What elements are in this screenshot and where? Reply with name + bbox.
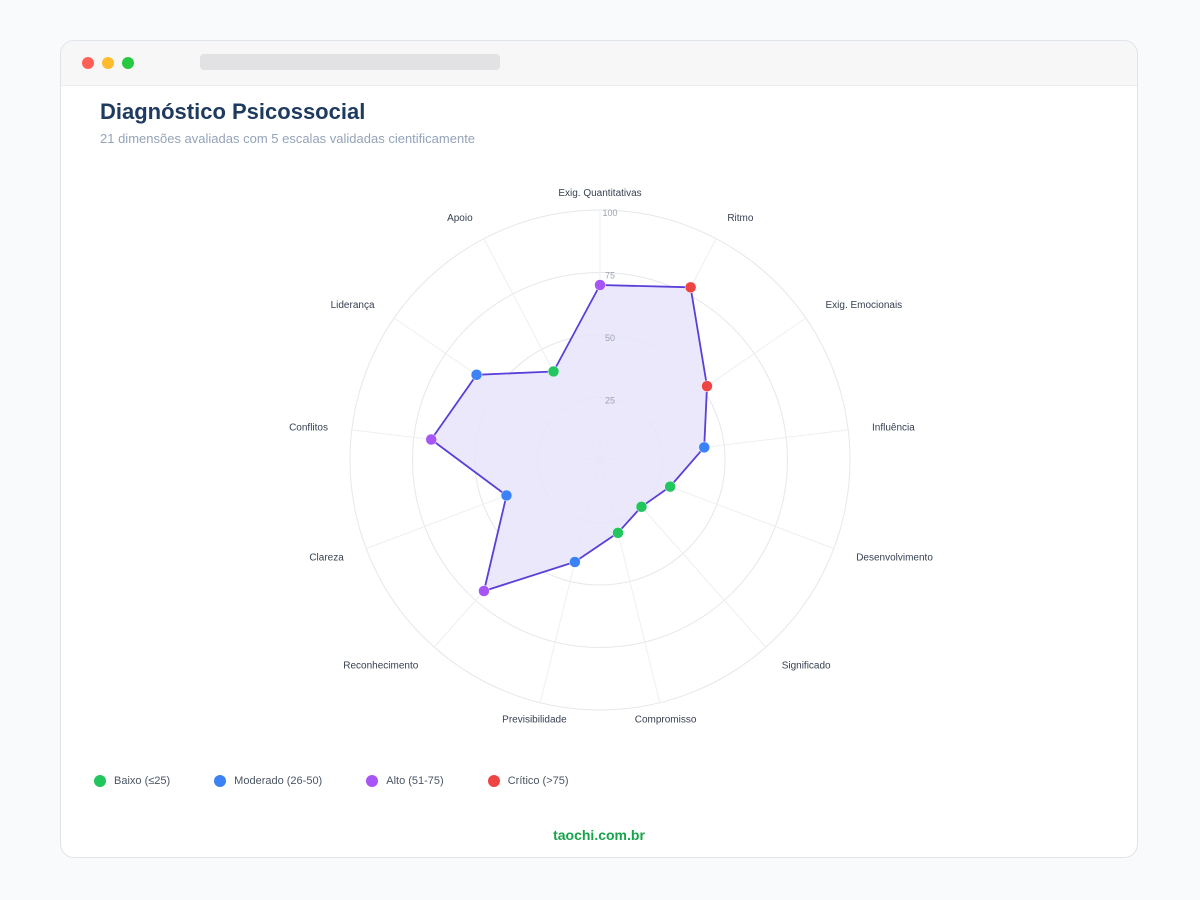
footer-brand[interactable]: taochi.com.br xyxy=(553,827,645,843)
axis-label-4: Desenvolvimento xyxy=(856,553,933,564)
axis-label-5: Significado xyxy=(782,661,831,672)
legend-item-moderado: Moderado (26-50) xyxy=(214,775,322,787)
data-point-7 xyxy=(569,556,581,568)
data-point-11 xyxy=(470,369,483,381)
axis-label-1: Ritmo xyxy=(727,213,754,224)
page-title: Diagnóstico Psicossocial xyxy=(100,99,366,124)
axis-label-8: Reconhecimento xyxy=(343,661,418,672)
data-point-3 xyxy=(698,441,710,454)
axis-label-2: Exig. Emocionais xyxy=(825,300,902,311)
data-point-5 xyxy=(635,501,648,513)
data-point-1 xyxy=(684,281,697,294)
close-window-button[interactable] xyxy=(82,57,94,69)
window-titlebar xyxy=(61,41,1137,86)
radar-chart: 25 50 75 100 Exig. Quantitativas Ritmo Exig. E… xyxy=(289,188,933,726)
chart-legend: Baixo (≤25) Moderado (26-50) Alto (51-75… xyxy=(94,773,613,789)
axis-label-10: Conflitos xyxy=(289,422,328,433)
axis-label-9: Clareza xyxy=(309,553,344,564)
data-point-8 xyxy=(478,585,490,597)
axis-label-7: Previsibilidade xyxy=(502,715,567,726)
legend-swatch-baixo xyxy=(94,775,106,787)
data-point-9 xyxy=(500,489,513,502)
page-subtitle: 21 dimensões avaliadas com 5 escalas val… xyxy=(100,131,476,146)
tick-label-75: 75 xyxy=(605,271,615,281)
legend-label-moderado: Moderado (26-50) xyxy=(234,775,323,787)
axis-label-12: Apoio xyxy=(447,213,473,224)
address-bar[interactable] xyxy=(200,54,500,70)
series-polygon xyxy=(430,284,708,592)
browser-window: Diagnóstico Psicossocial 21 dimensões av… xyxy=(60,40,1138,858)
data-point-4 xyxy=(664,480,676,493)
axis-label-0: Exig. Quantitativas xyxy=(558,188,641,199)
legend-label-critico: Crítico (>75) xyxy=(507,775,569,787)
legend-swatch-moderado xyxy=(214,775,227,787)
axis-label-11: Liderança xyxy=(331,300,375,311)
legend-item-critico: Crítico (>75) xyxy=(487,775,569,787)
data-point-12 xyxy=(547,365,560,378)
tick-label-25: 25 xyxy=(605,396,615,406)
tick-label-100: 100 xyxy=(602,208,617,218)
data-point-10 xyxy=(425,433,437,446)
legend-label-baixo: Baixo (≤25) xyxy=(114,775,171,787)
data-point-2 xyxy=(701,380,713,392)
data-point-6 xyxy=(612,527,624,539)
axis-label-6: Compromisso xyxy=(635,715,697,726)
minimize-window-button[interactable] xyxy=(102,57,114,69)
maximize-window-button[interactable] xyxy=(122,57,134,69)
data-point-0 xyxy=(594,279,606,291)
legend-label-alto: Alto (51-75) xyxy=(386,775,444,787)
legend-swatch-critico xyxy=(487,775,500,787)
legend-item-alto: Alto (51-75) xyxy=(366,775,444,787)
axis-label-3: Influência xyxy=(872,422,915,433)
tick-label-50: 50 xyxy=(605,333,615,343)
legend-swatch-alto xyxy=(366,775,379,787)
legend-item-baixo: Baixo (≤25) xyxy=(94,775,170,787)
